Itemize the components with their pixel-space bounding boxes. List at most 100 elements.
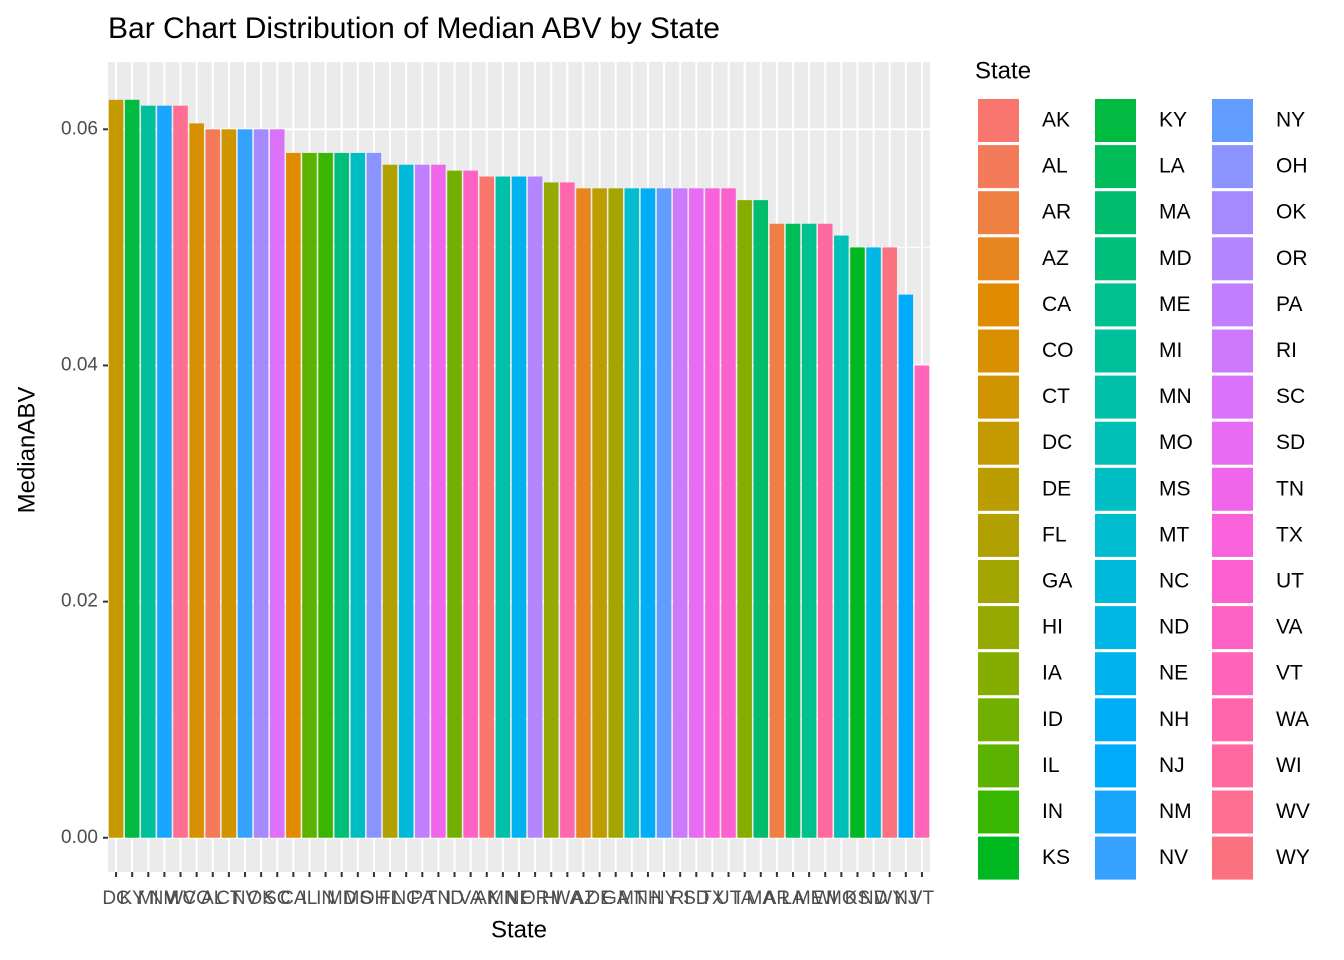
x-tick-label: IL <box>302 888 318 909</box>
x-tick-label: MO <box>826 888 857 909</box>
legend-key <box>1212 744 1253 788</box>
legend-key <box>1212 836 1253 880</box>
legend-key <box>1095 698 1136 742</box>
legend-label: MN <box>1159 385 1192 408</box>
legend-label: TN <box>1276 477 1304 500</box>
legend-label: MS <box>1159 477 1191 500</box>
legend-key <box>1212 145 1253 189</box>
legend-label: CO <box>1042 339 1074 362</box>
bar <box>737 200 752 838</box>
x-tick-label: NM <box>150 888 180 909</box>
legend-key <box>1212 329 1253 373</box>
legend-label: NE <box>1159 662 1188 685</box>
legend-key <box>978 606 1019 650</box>
legend-label: IL <box>1042 754 1060 777</box>
x-tick-label: OH <box>360 888 389 909</box>
legend-label: RI <box>1276 339 1297 362</box>
legend-label: VA <box>1276 616 1302 639</box>
legend-key <box>1212 191 1253 235</box>
legend-key <box>1212 99 1253 142</box>
x-tick-label: IN <box>316 888 335 909</box>
legend-key <box>978 375 1019 419</box>
x-tick-label: AL <box>201 888 224 909</box>
bar <box>318 152 333 838</box>
legend-label: UT <box>1276 570 1304 593</box>
legend-label: GA <box>1042 570 1072 593</box>
x-tick-label: WA <box>552 888 582 909</box>
legend-key <box>1095 283 1136 327</box>
legend-key <box>1212 375 1253 419</box>
legend-key <box>1095 560 1136 603</box>
legend-label: NJ <box>1159 754 1185 777</box>
x-tick-label: MA <box>747 888 776 909</box>
x-tick-label: VT <box>910 888 935 909</box>
legend-label: DC <box>1042 431 1072 454</box>
legend-key <box>978 836 1019 880</box>
bar <box>785 223 801 838</box>
bar <box>157 105 172 838</box>
bar <box>398 164 414 838</box>
x-tick-label: IA <box>736 888 754 909</box>
legend-key <box>1095 652 1136 696</box>
legend-key <box>1095 744 1136 788</box>
x-tick-label: AR <box>764 888 790 909</box>
legend-label: MA <box>1159 201 1191 224</box>
bar <box>415 164 430 838</box>
legend-key <box>1212 560 1253 603</box>
legend-label: AR <box>1042 201 1071 224</box>
x-tick-label: KY <box>119 888 145 909</box>
x-tick-label: HI <box>542 888 561 909</box>
legend-key <box>1212 421 1253 465</box>
legend-label: MT <box>1159 523 1189 546</box>
x-tick-label: FL <box>379 888 401 909</box>
legend-key <box>978 329 1019 373</box>
bar <box>592 188 607 838</box>
bar <box>495 176 511 838</box>
legend-label: IA <box>1042 662 1062 685</box>
legend-key <box>1095 99 1136 142</box>
x-axis-title: State <box>491 916 547 943</box>
chart-title: Bar Chart Distribution of Median ABV by … <box>108 12 720 45</box>
legend-label: OH <box>1276 155 1308 178</box>
legend-label: WV <box>1276 800 1310 823</box>
x-tick-label: MD <box>327 888 357 909</box>
legend-key <box>1212 237 1253 281</box>
bar <box>334 152 349 838</box>
legend-label: OK <box>1276 201 1306 224</box>
legend-key <box>978 145 1019 189</box>
x-tick-label: MS <box>344 888 373 909</box>
legend-key <box>978 560 1019 603</box>
x-tick-label: GA <box>602 888 630 909</box>
legend-key <box>1212 790 1253 834</box>
bar <box>640 188 656 838</box>
legend-key <box>1212 513 1253 557</box>
legend-key <box>978 698 1019 742</box>
y-tick-label: 0.00 <box>61 827 98 848</box>
bar <box>286 152 301 838</box>
legend-label: KS <box>1042 846 1070 869</box>
x-tick-label: CT <box>216 888 242 909</box>
legend-key <box>1212 606 1253 650</box>
bar <box>221 129 237 838</box>
x-tick-label: OR <box>521 888 550 909</box>
legend-key <box>1095 790 1136 834</box>
bar <box>721 188 736 838</box>
bar <box>382 164 398 838</box>
bar <box>479 176 495 838</box>
x-tick-label: LA <box>781 888 805 909</box>
legend-key <box>1095 237 1136 281</box>
bar <box>608 188 623 838</box>
bar <box>253 129 269 838</box>
legend-label: CT <box>1042 385 1070 408</box>
bar <box>431 164 446 838</box>
x-tick-label: WY <box>874 888 905 909</box>
bar <box>866 247 881 838</box>
legend-label: KY <box>1159 109 1187 132</box>
legend-key <box>978 652 1019 696</box>
legend-label: NH <box>1159 708 1189 731</box>
legend-key <box>978 283 1019 327</box>
legend-key <box>978 790 1019 834</box>
y-axis-title: MedianABV <box>13 387 40 514</box>
bar <box>350 152 366 838</box>
x-tick-label: MN <box>488 888 518 909</box>
